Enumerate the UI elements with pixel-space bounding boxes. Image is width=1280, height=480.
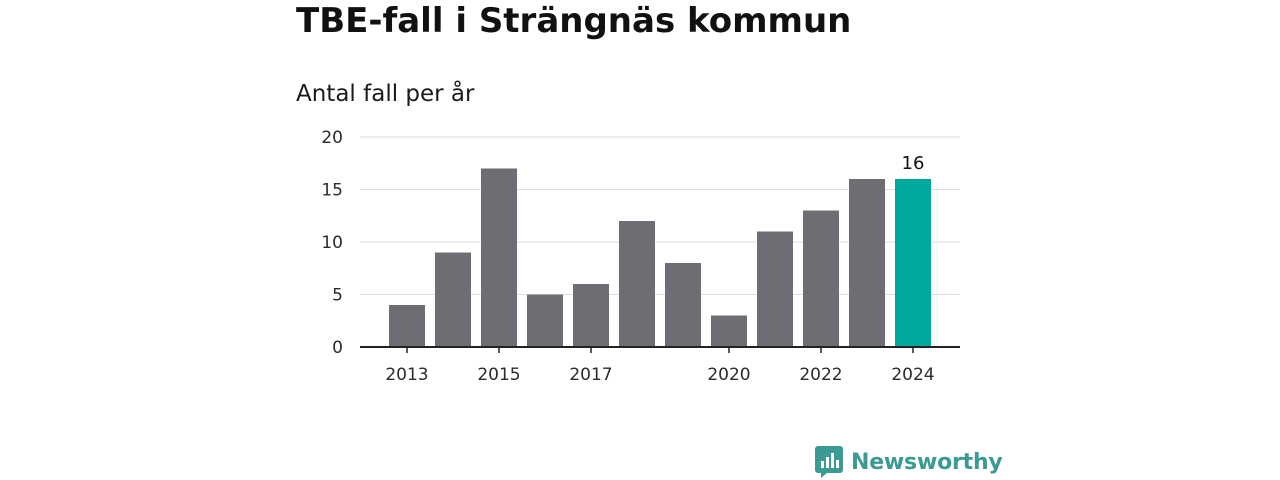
bar-2013 — [389, 305, 425, 347]
y-tick-label: 0 — [332, 338, 343, 358]
axes — [360, 346, 960, 353]
data-label: 16 — [902, 153, 925, 174]
newsworthy-logo-icon — [815, 446, 843, 478]
y-tick-label: 20 — [321, 128, 343, 148]
bar-2021 — [757, 231, 793, 347]
bar-2020 — [711, 315, 747, 347]
x-tick-label: 2015 — [477, 365, 520, 385]
labels: 0 5 10 15 20 2013 2015 2017 2020 2022 2024 16 — [321, 128, 934, 385]
bar-2018 — [619, 221, 655, 347]
bar-2016 — [527, 294, 563, 347]
x-tick-label: 2020 — [707, 365, 750, 385]
x-tick-label: 2024 — [891, 365, 934, 385]
bar-2022 — [803, 210, 839, 347]
bar-2015 — [481, 168, 517, 347]
bar-2019 — [665, 263, 701, 347]
x-tick-label: 2013 — [385, 365, 428, 385]
x-tick-label: 2022 — [799, 365, 842, 385]
chart-subtitle: Antal fall per år — [296, 81, 475, 107]
chart-title: TBE-fall i Strängnäs kommun — [296, 1, 852, 41]
bar-2014 — [435, 252, 471, 347]
brand-logo: Newsworthy — [815, 446, 1003, 478]
y-tick-label: 15 — [321, 181, 343, 201]
bar-2024 — [895, 179, 931, 347]
bar-2023 — [849, 179, 885, 347]
bars — [389, 168, 931, 347]
bar-2017 — [573, 284, 609, 347]
x-tick-label: 2017 — [569, 365, 612, 385]
brand-name: Newsworthy — [851, 449, 1003, 475]
y-tick-label: 5 — [332, 286, 343, 306]
y-tick-label: 10 — [321, 233, 343, 253]
